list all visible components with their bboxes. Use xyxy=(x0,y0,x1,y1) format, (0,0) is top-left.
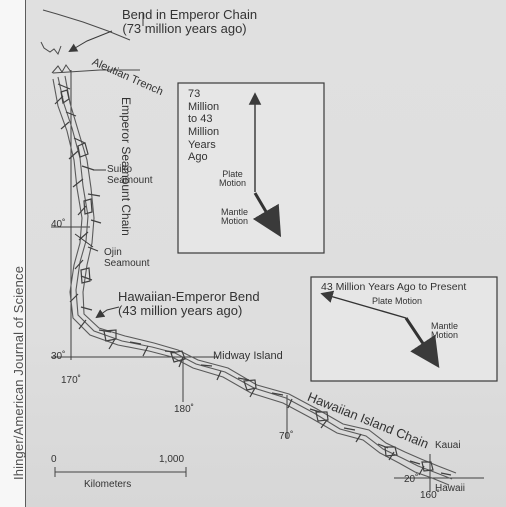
hawaiian-emperor-bend-label: Hawaiian-Emperor Bend (43 million years … xyxy=(118,290,260,317)
motion-box-1-line-6: Ago xyxy=(188,151,208,164)
chain-outline-1 xyxy=(57,76,453,480)
aleutian-coastline xyxy=(40,41,62,55)
scale-unit-label: Kilometers xyxy=(84,479,132,490)
latitude-label-40: 40˚ xyxy=(51,219,66,230)
ojin-line-2: Seamount xyxy=(104,257,150,269)
motion-box-1-line-1: 73 xyxy=(188,88,201,100)
hawaiian-emperor-line-2: (43 million years ago) xyxy=(118,302,243,318)
chain-outline-2 xyxy=(64,75,457,474)
longitude-label-180: 180˚ xyxy=(174,404,195,415)
plate-motion-arrow-2 xyxy=(320,290,407,319)
scale-thousand-label: 1,000 xyxy=(159,454,185,465)
midway-island-label: Midway Island xyxy=(213,350,283,362)
motion-box-1-mantle-label: Mantle Motion xyxy=(221,207,249,227)
aleutian-trench-line xyxy=(42,9,131,41)
motion-box-1-line-5: Years xyxy=(188,138,216,151)
latitude-label-20: 20˚ xyxy=(404,474,419,485)
bend-emperor-callout xyxy=(68,30,113,53)
mantle-motion-arrow-2 xyxy=(404,317,440,368)
chain-outline-3 xyxy=(52,78,450,486)
scale-zero-label: 0 xyxy=(51,454,57,465)
motion-box-2-frame xyxy=(310,276,498,382)
bend-emperor-label: Bend in Emperor Chain (73 million years … xyxy=(122,7,258,36)
motion-box-1-line-2: Million xyxy=(188,100,220,113)
latitude-label-30: 30˚ xyxy=(51,351,66,362)
motion-box-2-graphic xyxy=(310,276,498,382)
hawaiian-emperor-line-1: Hawaiian-Emperor Bend xyxy=(118,289,260,304)
hawaii-label: Hawaii xyxy=(435,483,466,494)
ojin-leader xyxy=(74,233,94,248)
motion-box-1-graphic xyxy=(177,82,325,254)
suiko-seamount-label: Suiko Seamount xyxy=(107,164,153,186)
trench-ticks xyxy=(51,64,72,74)
motion-box-1-line-4: Million xyxy=(188,125,220,138)
hawaiian-emperor-bend-callout xyxy=(95,306,120,319)
mantle-motion-arrow-1 xyxy=(252,192,282,238)
bend-emperor-line-1: Bend in Emperor Chain xyxy=(122,7,258,22)
longitude-label-170: 170˚ xyxy=(61,375,82,386)
suiko-line-2: Seamount xyxy=(107,174,153,186)
callout-lines xyxy=(68,13,144,319)
coordinate-grid xyxy=(51,70,484,492)
motion-box-1-line-3: to 43 xyxy=(188,113,213,126)
bend-emperor-line-2: (73 million years ago) xyxy=(122,20,247,36)
motion-box-2-plate-label: Plate Motion xyxy=(372,296,423,306)
scale-bar xyxy=(54,467,187,477)
motion-box-2-mantle-label: Mantle Motion xyxy=(431,321,459,341)
ojin-seamount-label: Ojin Seamount xyxy=(104,247,150,269)
motion-box-1-frame xyxy=(177,82,325,254)
ojin-line-1: Ojin xyxy=(104,247,122,258)
image-credit-strip: Ihinger/American Journal of Science xyxy=(0,0,26,507)
seamount-chain-outline xyxy=(52,75,457,486)
longitude-label-160: 160˚ xyxy=(420,490,441,501)
suiko-line-1: Suiko xyxy=(107,164,133,175)
longitude-label-70: 70˚ xyxy=(279,431,294,442)
trench-base-line xyxy=(52,69,140,74)
motion-box-2-title: 43 Million Years Ago to Present xyxy=(321,281,467,293)
seamount-marks xyxy=(54,83,452,476)
aleutian-trench-lines xyxy=(40,9,140,74)
kauai-label: Kauai xyxy=(435,440,461,451)
motion-box-1-plate-label: Plate Motion xyxy=(219,169,247,189)
motion-box-1-age-text: 73 Million to 43 Million Years Ago xyxy=(188,88,219,164)
